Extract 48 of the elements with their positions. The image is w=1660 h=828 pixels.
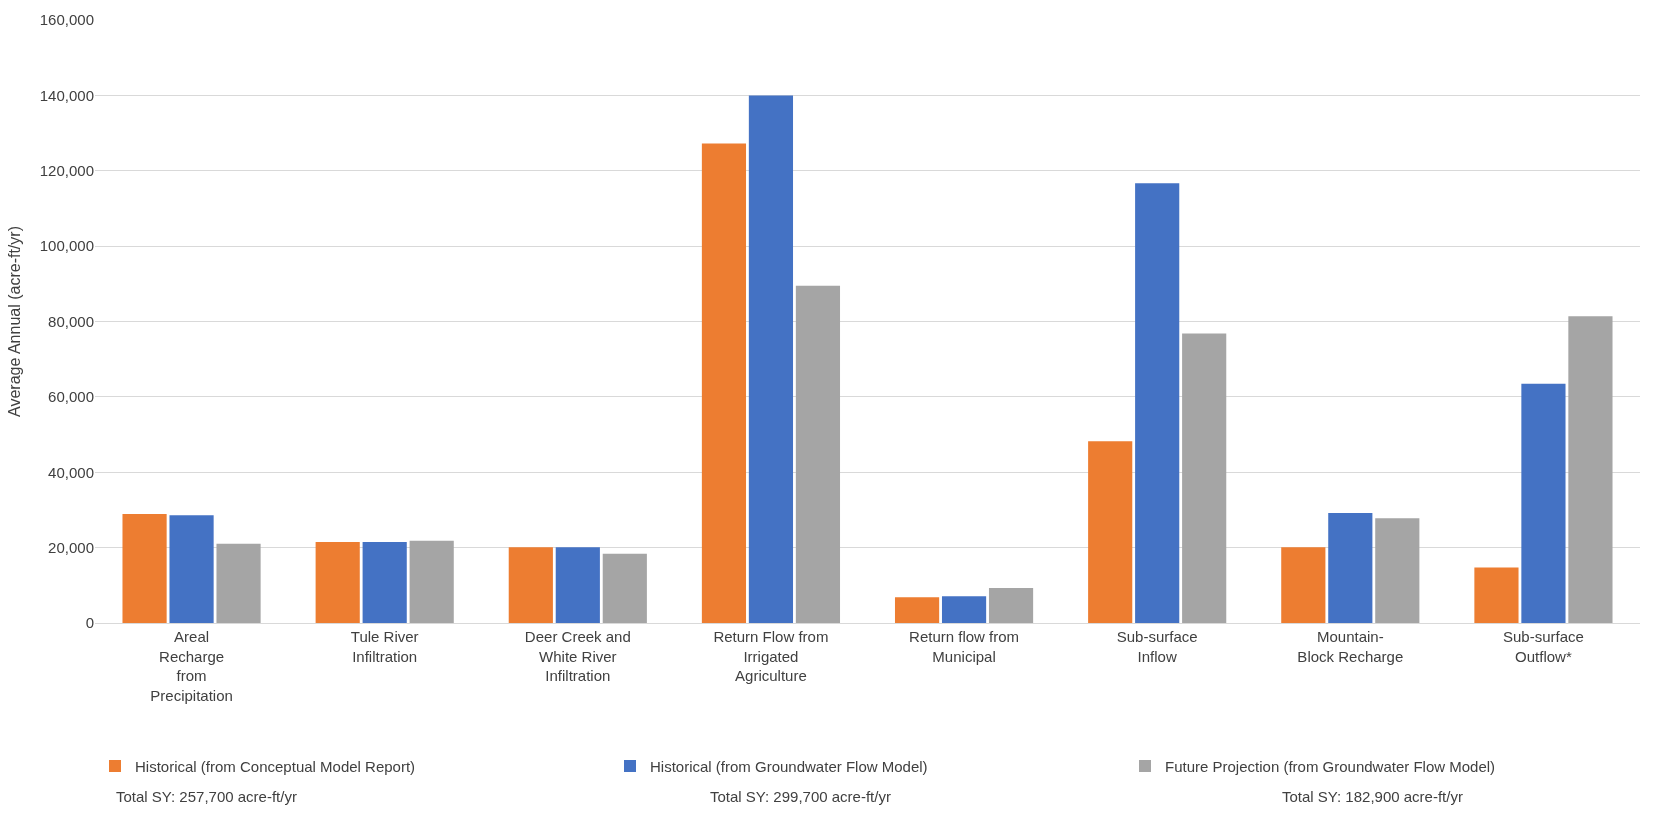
y-tick-label: 140,000 <box>39 86 94 104</box>
bar <box>508 547 553 623</box>
text: Total SY: 257,700 acre-ft/yr <box>116 788 297 805</box>
y-tick-label: 0 <box>85 614 94 632</box>
bar <box>1328 512 1373 623</box>
y-tick-label: 160,000 <box>39 11 94 29</box>
x-tick-label: Return Flow from Irrigated Agriculture <box>713 628 829 684</box>
x-tick-label: Sub-surface Outflow* <box>1503 628 1584 665</box>
x-tick-label: Sub-surface Inflow <box>1116 628 1198 665</box>
bar <box>795 285 841 623</box>
x-tick-label: Deer Creek and White River Infiltration <box>524 628 631 684</box>
bar <box>409 540 454 623</box>
x-tick-label: Areal Recharge from Precipitation <box>150 628 233 704</box>
y-axis-title: Average Annual (acre-ft/yr) <box>5 226 23 417</box>
x-tick-label: Return flow from Municipal <box>909 628 1020 665</box>
bar <box>988 587 1034 623</box>
bar <box>315 541 360 623</box>
bar <box>1375 518 1420 623</box>
bar <box>941 596 987 623</box>
bar <box>602 553 647 623</box>
x-tick-label: Tule River Infiltration <box>350 628 419 665</box>
bar <box>555 547 600 623</box>
y-tick-label: 100,000 <box>39 237 94 255</box>
text: Total SY: 299,700 acre-ft/yr <box>710 788 891 805</box>
bar <box>701 143 747 623</box>
legend-label: Future Projection (from Groundwater Flow Model) <box>1165 757 1496 775</box>
y-tick-label: 80,000 <box>48 312 94 330</box>
bar <box>748 95 794 623</box>
y-tick-label: 40,000 <box>48 463 94 481</box>
legend-label: Historical (from Conceptual Model Report) <box>135 757 416 775</box>
bar <box>1088 441 1133 623</box>
bar <box>1281 547 1326 623</box>
bar <box>1135 183 1180 623</box>
bar <box>1568 316 1613 623</box>
y-tick-label: 120,000 <box>39 162 94 179</box>
bar <box>362 541 407 623</box>
bar <box>894 597 940 623</box>
bar <box>216 543 261 623</box>
bar <box>1521 383 1566 623</box>
bar <box>1182 333 1227 623</box>
legend-label: Historical (from Groundwater Flow Model) <box>650 757 928 775</box>
bar <box>1474 567 1519 623</box>
bar <box>169 515 214 623</box>
text: Total SY: 182,900 acre-ft/yr <box>1282 788 1463 805</box>
y-tick-label: 20,000 <box>48 538 94 556</box>
x-tick-label: Mountain- Block Recharge <box>1297 628 1404 665</box>
bar <box>122 514 167 623</box>
y-tick-label: 60,000 <box>48 388 94 406</box>
